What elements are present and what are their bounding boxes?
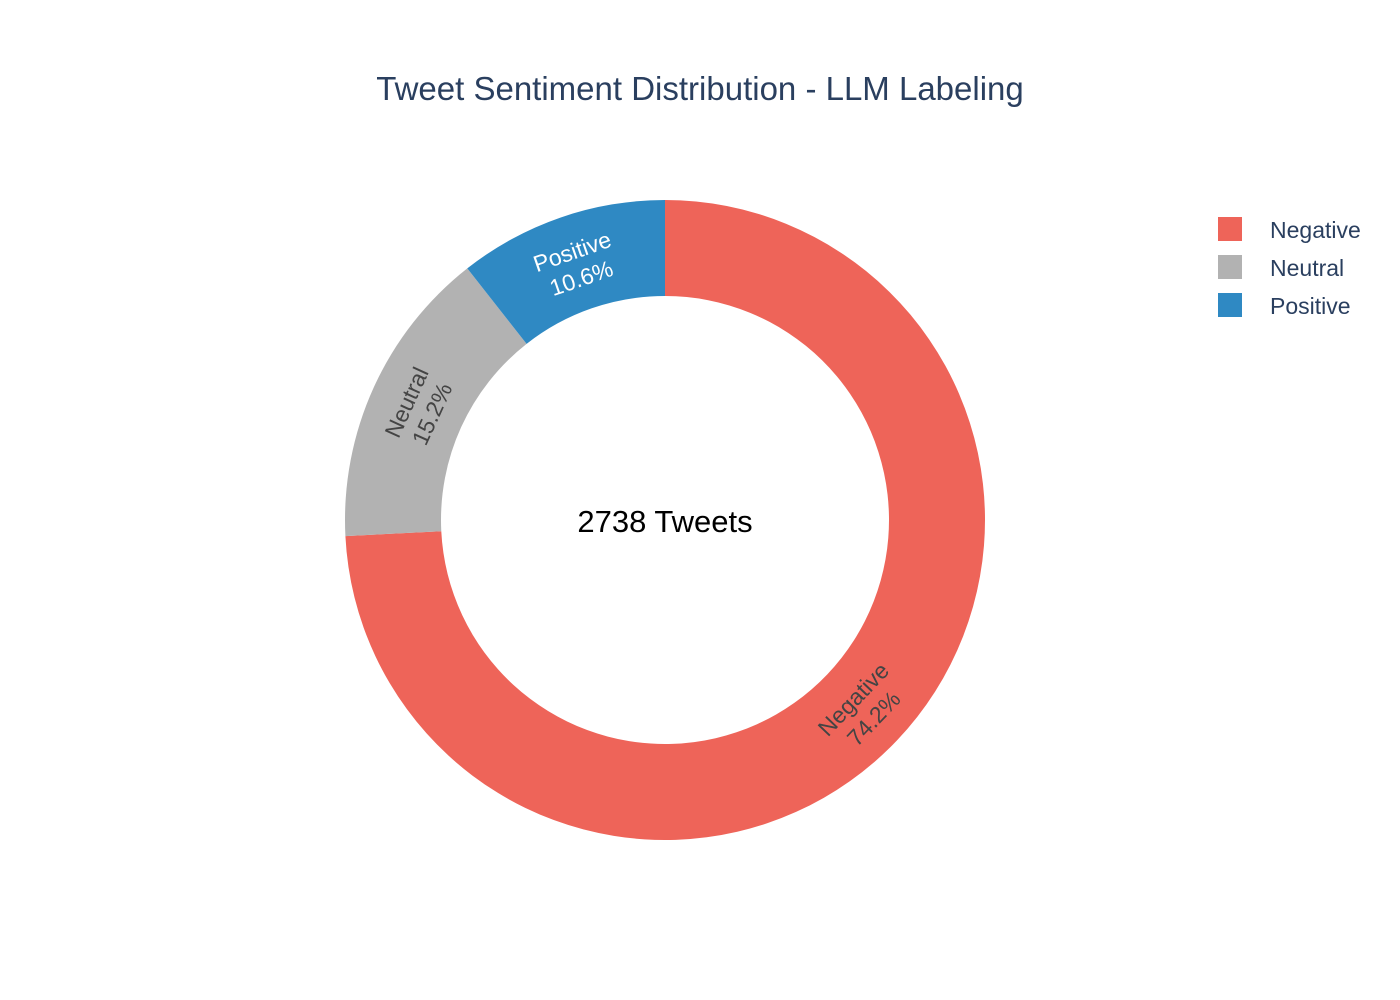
legend-label: Neutral (1270, 255, 1344, 281)
legend-item-negative[interactable]: Negative (1218, 217, 1361, 243)
chart-title: Tweet Sentiment Distribution - LLM Label… (376, 70, 1024, 107)
legend-item-positive[interactable]: Positive (1218, 293, 1351, 319)
legend-swatch (1218, 255, 1242, 279)
legend-label: Positive (1270, 293, 1351, 319)
legend[interactable]: Negative Neutral Positive (1218, 217, 1361, 319)
legend-swatch (1218, 293, 1242, 317)
slices-layer (345, 200, 985, 840)
slice-negative[interactable] (345, 200, 985, 840)
center-label: 2738 Tweets (577, 504, 752, 539)
slice-neutral[interactable] (345, 268, 527, 537)
slice-labels-layer: Negative74.2%Neutral15.2%Positive10.6% (379, 226, 905, 751)
legend-swatch (1218, 217, 1242, 241)
slice-positive[interactable] (467, 200, 665, 344)
legend-label: Negative (1270, 217, 1361, 243)
legend-item-neutral[interactable]: Neutral (1218, 255, 1344, 281)
